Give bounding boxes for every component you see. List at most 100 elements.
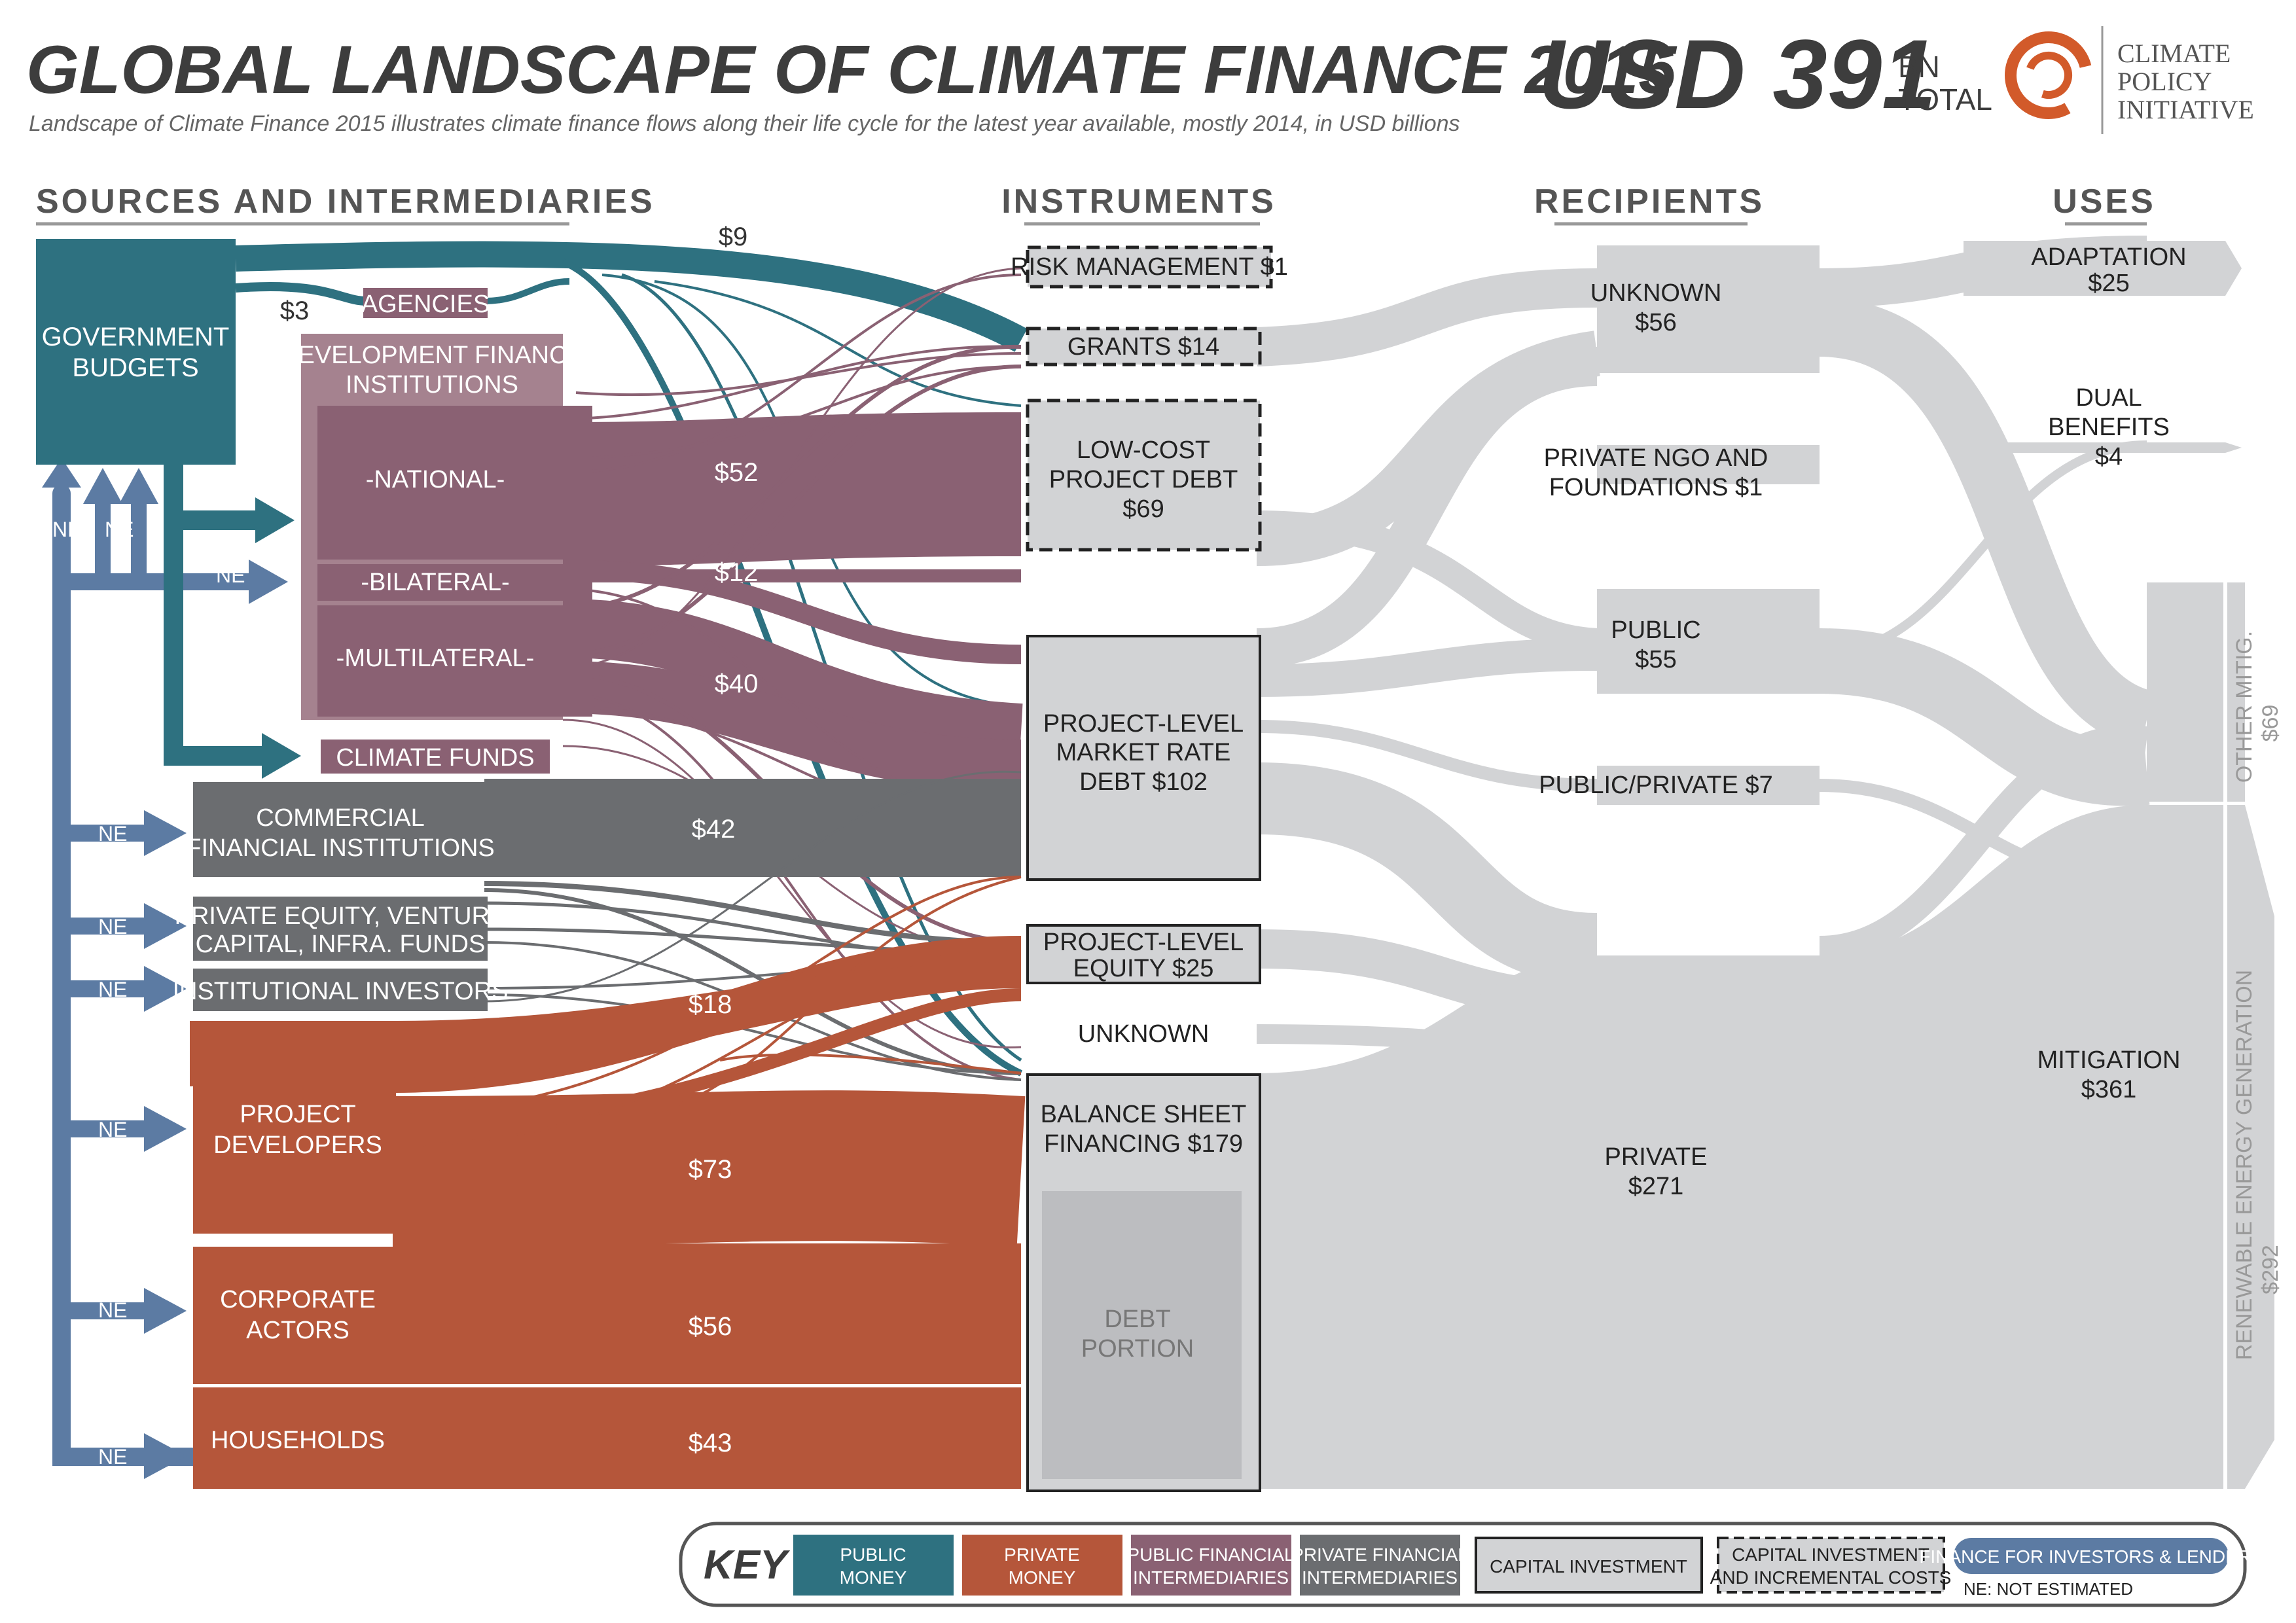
use-mitigation-value: $361 xyxy=(2081,1076,2137,1103)
flow-value-multilateral: $40 xyxy=(715,669,759,698)
recipient-private-label: PRIVATE xyxy=(1605,1143,1708,1171)
instrument-unknown-label: UNKNOWN xyxy=(1078,1020,1210,1048)
recipient-ngo-label: FOUNDATIONS $1 xyxy=(1549,474,1763,501)
use-dual-value: $4 xyxy=(2095,443,2123,471)
cpi-logo-icon xyxy=(2005,31,2092,119)
dfi-multilateral-label: -MULTILATERAL- xyxy=(336,645,535,672)
legend-swatch-prfi xyxy=(1300,1535,1460,1596)
column-header-uses: USES xyxy=(2053,183,2156,221)
legend-incremental-label: AND INCREMENTAL COSTS xyxy=(1710,1567,1952,1588)
ne-label: NE xyxy=(105,518,134,541)
ne-label: NE xyxy=(52,518,81,541)
commercial-fi-box xyxy=(193,782,488,877)
use-dual-label: DUAL xyxy=(2075,384,2142,412)
ne-label: NE xyxy=(98,978,127,1001)
investor-return-arrows xyxy=(42,458,288,1479)
instrument-grants-label: GRANTS $14 xyxy=(1067,333,1219,361)
use-other-mitig-value: $69 xyxy=(2258,705,2283,742)
commercial-fi-label: COMMERCIAL xyxy=(256,804,425,832)
use-dual-arrow xyxy=(1964,442,2242,453)
instrument-market-rate-debt xyxy=(1026,635,1261,881)
instrument-low-cost-debt-label: PROJECT DEBT xyxy=(1049,466,1238,493)
households-box xyxy=(193,1387,396,1489)
recipient-unknown-band xyxy=(1597,245,1820,373)
instrument-market-rate-debt-label: DEBT $102 xyxy=(1079,768,1208,796)
ne-label: NE xyxy=(216,563,245,587)
column-header-recipients: RECIPIENTS xyxy=(1534,183,1765,221)
flow-value-bilateral: $12 xyxy=(715,558,759,587)
legend-pfi-label: INTERMEDIARIES xyxy=(1133,1567,1289,1588)
legend-swatch-pfi xyxy=(1131,1535,1291,1596)
dfi-multilateral-box xyxy=(317,605,592,717)
flow-value-commercial: $42 xyxy=(692,815,736,844)
use-mitigation-label: MITIGATION xyxy=(2037,1046,2181,1074)
gov-grants-flow xyxy=(235,241,1028,352)
corporate-to-bs-band xyxy=(393,1247,1021,1384)
project-developers-label: DEVELOPERS xyxy=(213,1132,382,1159)
institutional-investors-box xyxy=(193,969,488,1011)
agencies-box xyxy=(363,288,488,318)
private-equity-label: CAPITAL, INFRA. FUNDS xyxy=(196,931,486,958)
legend-capital-label: CAPITAL INVESTMENT xyxy=(1490,1556,1687,1577)
project-developers-label: PROJECT xyxy=(240,1101,355,1128)
instrument-low-cost-debt-label: LOW-COST xyxy=(1077,437,1210,464)
use-mitigation-arrow xyxy=(2147,805,2274,1489)
instrument-market-rate-debt-label: PROJECT-LEVEL xyxy=(1043,710,1244,738)
legend-public-label: PUBLIC xyxy=(840,1544,906,1565)
ne-label: NE xyxy=(98,1118,127,1141)
instrument-balance-sheet-label: FINANCING $179 xyxy=(1044,1130,1243,1158)
page-subtitle: Landscape of Climate Finance 2015 illust… xyxy=(29,111,1460,136)
private-equity-box xyxy=(193,897,488,961)
page-title: GLOBAL LANDSCAPE OF CLIMATE FINANCE 2015 xyxy=(26,32,1677,108)
instrument-low-cost-debt xyxy=(1026,399,1262,552)
use-renewable-label: RENEWABLE ENERGY GENERATION xyxy=(2232,970,2257,1360)
commercial-fi-label: FINANCIAL INSTITUTIONS xyxy=(186,834,495,862)
instrument-balance-sheet-label: BALANCE SHEET xyxy=(1041,1101,1247,1128)
legend-swatch-public xyxy=(793,1535,954,1596)
org-name-2: POLICY xyxy=(2117,67,2212,96)
gov-budgets-label: GOVERNMENT xyxy=(42,323,230,351)
corporate-actors-label: ACTORS xyxy=(246,1317,350,1344)
gov-budgets-box xyxy=(36,239,236,465)
recipient-private-value: $271 xyxy=(1628,1173,1684,1200)
use-other-mitig-label: OTHER MITIG. xyxy=(2232,631,2257,783)
legend-incremental-label: CAPITAL INVESTMENT xyxy=(1732,1544,1929,1565)
instrument-market-rate-debt-label: MARKET RATE xyxy=(1056,739,1231,766)
debt-portion-label: DEBT xyxy=(1104,1306,1170,1333)
column-header-sources: SOURCES AND INTERMEDIARIES xyxy=(36,183,655,221)
total-value: USD 391 xyxy=(1538,19,1937,129)
gov-outflows xyxy=(164,458,301,779)
recipient-pp-band xyxy=(1597,766,1820,805)
total-unit: BN xyxy=(1898,50,1940,84)
dfi-bilateral-label: -BILATERAL- xyxy=(361,569,509,596)
dfi-bilateral-box xyxy=(317,564,592,601)
column-header-instruments: INSTRUMENTS xyxy=(1001,183,1276,221)
legend-pfi-label: PUBLIC FINANCIAL xyxy=(1127,1544,1294,1565)
private-equity-label: PRIVATE EQUITY, VENTURE xyxy=(175,902,507,930)
legend-investors-label: FINANCE FOR INVESTORS & LENDERS xyxy=(1919,1546,2263,1567)
instrument-equity-label: PROJECT-LEVEL xyxy=(1043,929,1244,956)
households-to-bs-band xyxy=(393,1387,1021,1489)
recipient-unknown-value: $56 xyxy=(1635,309,1676,336)
flow-value-national: $52 xyxy=(715,458,759,487)
flow-value-developers-bs: $73 xyxy=(689,1155,732,1184)
total-label: TOTAL xyxy=(1898,82,1992,116)
use-dual-label: BENEFITS xyxy=(2048,414,2170,441)
dfi-label: DEVELOPMENT FINANCE xyxy=(280,342,584,369)
legend-swatch-investors xyxy=(1954,1538,2229,1574)
recipient-public-value: $55 xyxy=(1635,646,1676,673)
recipient-ngo-label: PRIVATE NGO AND xyxy=(1544,444,1768,472)
debt-portion-box xyxy=(1042,1191,1242,1479)
corporate-actors-label: CORPORATE xyxy=(220,1286,376,1313)
recipient-ngo-band xyxy=(1597,445,1820,484)
recipient-public-label: PUBLIC xyxy=(1611,616,1700,644)
legend-public-label: MONEY xyxy=(840,1567,907,1588)
agencies-label: AGENCIES xyxy=(361,291,490,318)
flow-value-developers-equity: $18 xyxy=(689,990,732,1019)
debt-portion-label: PORTION xyxy=(1081,1335,1194,1363)
use-adaptation-arrow xyxy=(1964,241,2242,296)
flow-value-gov-grants: $9 xyxy=(719,223,748,251)
climate-funds-label: CLIMATE FUNDS xyxy=(336,744,534,772)
ne-label: NE xyxy=(98,822,127,846)
project-developers-box xyxy=(193,1021,396,1234)
